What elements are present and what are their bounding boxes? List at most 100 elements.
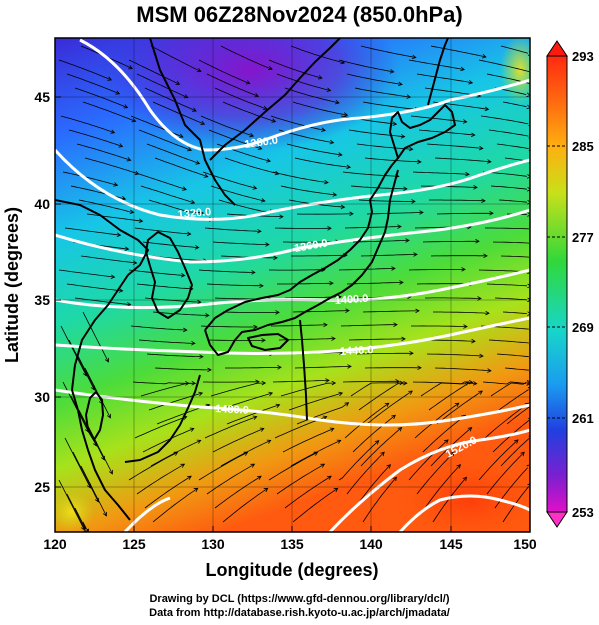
streamline (226, 404, 280, 425)
streamline-arrowhead (245, 80, 251, 85)
streamline (280, 382, 336, 397)
streamline-arrowhead (327, 475, 332, 480)
streamline (144, 87, 197, 112)
streamline-arrowhead (273, 255, 278, 261)
streamline-arrowhead (186, 231, 192, 237)
streamline-arrowhead (465, 171, 470, 177)
streamline (422, 414, 466, 453)
contour-label: 1360.0 (293, 237, 328, 255)
streamline (352, 414, 396, 453)
streamline (500, 437, 530, 467)
streamline (212, 428, 264, 453)
streamline (208, 339, 266, 341)
streamline-arrowhead (392, 121, 398, 126)
streamline (64, 437, 91, 489)
streamline-arrowhead (118, 143, 124, 148)
streamline-arrowhead (397, 224, 402, 229)
colorbar-tick-label: 277 (572, 230, 594, 245)
streamline-arrowhead (329, 281, 334, 286)
streamline (225, 366, 282, 369)
streamline-arrowhead (337, 152, 343, 157)
streamline-arrowhead (262, 105, 268, 110)
streamline-arrowhead (487, 368, 492, 373)
streamline (484, 402, 530, 439)
streamline-arrowhead (107, 76, 113, 81)
streamline-arrowhead (196, 67, 202, 73)
streamline (198, 451, 248, 481)
streamline (277, 282, 334, 285)
x-tick-label: 130 (201, 536, 225, 552)
warm-patch-region (55, 492, 94, 532)
streamline-arrowhead (197, 299, 202, 305)
streamline (502, 311, 527, 314)
streamline (286, 143, 342, 156)
x-tick-label: 125 (122, 536, 146, 552)
streamline (500, 255, 530, 258)
streamline-arrowhead (520, 451, 525, 457)
streamline (270, 115, 326, 131)
streamline (284, 87, 340, 104)
streamline-arrowhead (417, 159, 422, 165)
y-tick-label: 35 (34, 292, 50, 308)
streamline-arrowhead (461, 267, 466, 272)
streamline (144, 297, 201, 303)
streamline (410, 115, 467, 123)
streamline (292, 101, 348, 116)
streamline (140, 382, 196, 397)
streamline (482, 381, 527, 385)
streamline-arrowhead (251, 270, 256, 275)
streamline (506, 406, 530, 425)
streamline (362, 310, 420, 313)
streamline (488, 129, 529, 137)
x-tick-label: 135 (280, 536, 304, 552)
colorbar-bottom-arrow (546, 511, 568, 528)
warm-core-region (360, 440, 530, 532)
streamline-arrowhead (400, 134, 406, 139)
credits: Drawing by DCL (https://www.gfd-dennou.o… (0, 592, 599, 620)
streamline-arrowhead (526, 379, 530, 385)
streamline (210, 382, 266, 397)
streamline (218, 199, 274, 212)
streamline (284, 475, 332, 509)
streamline (60, 115, 115, 134)
streamline (268, 59, 323, 79)
streamline (86, 213, 143, 222)
streamline-arrowhead (526, 186, 530, 192)
streamline-arrowhead (190, 199, 196, 205)
streamline (504, 367, 529, 371)
streamline (280, 185, 337, 196)
streamline (282, 428, 334, 453)
height-contours (55, 38, 530, 532)
streamline (70, 185, 126, 200)
streamline-arrowhead (349, 211, 354, 217)
streamline-arrowhead (398, 81, 403, 87)
streamline-arrowhead (94, 497, 99, 503)
streamline (60, 325, 87, 377)
streamline-arrowhead (380, 451, 385, 457)
streamline (222, 487, 268, 523)
streamline-arrowhead (121, 196, 127, 201)
colorbar-tick-label: 253 (572, 505, 594, 520)
streamline-arrowhead (321, 127, 326, 132)
streamline-arrowhead (207, 367, 212, 373)
streamline-arrowhead (468, 79, 474, 85)
contour-line (328, 428, 530, 532)
streamline-arrowhead (275, 310, 280, 315)
streamline (212, 241, 269, 245)
streamline-arrowhead (526, 92, 530, 97)
streamline-arrowhead (479, 353, 484, 359)
streamline (478, 59, 530, 73)
streamline (154, 367, 211, 371)
coastline (427, 38, 449, 106)
coastline (55, 199, 149, 521)
streamline-arrowhead (340, 204, 346, 210)
streamline-arrowhead (419, 210, 424, 215)
streamline (271, 324, 328, 327)
streamline (348, 129, 405, 138)
streamline (360, 427, 402, 467)
streamline (128, 269, 185, 276)
streamline (360, 45, 416, 58)
streamline (200, 115, 254, 137)
streamline-arrowhead (182, 186, 188, 191)
colorbar-top-arrow (546, 40, 568, 57)
